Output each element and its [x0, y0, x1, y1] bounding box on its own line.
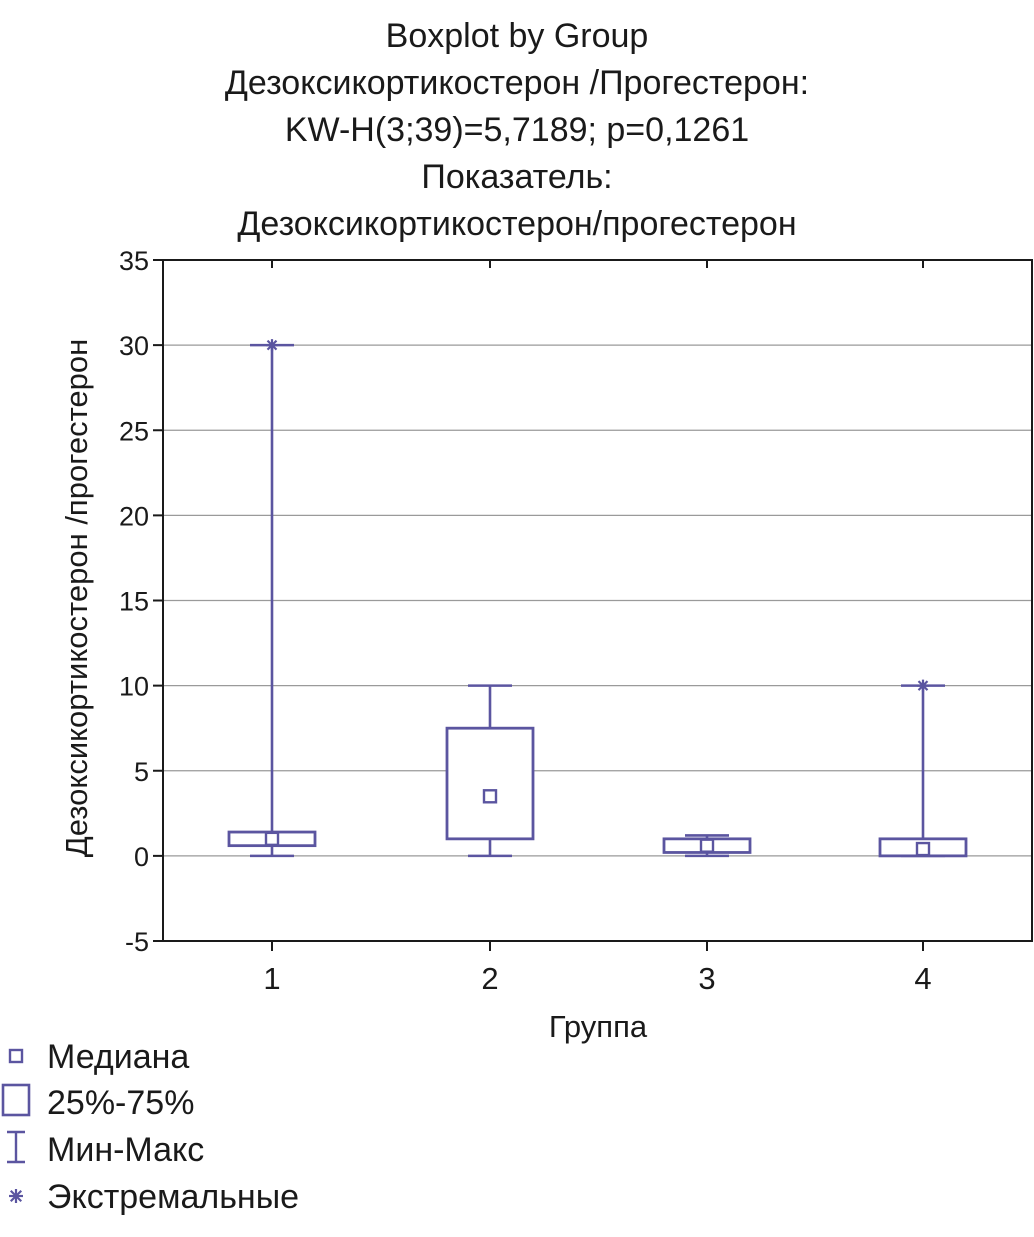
legend-item-median: Медиана: [8, 1038, 189, 1076]
y-tick-label: 30: [119, 331, 149, 361]
title-line: KW-H(3;39)=5,7189; p=0,1261: [285, 111, 749, 149]
legend-item-whisker: Мин-Макс: [7, 1130, 204, 1169]
x-tick-label: 1: [263, 961, 280, 996]
legend-item-box: 25%-75%: [1, 1083, 194, 1122]
legend-label: Медиана: [47, 1038, 189, 1076]
legend-label: Мин-Макс: [47, 1131, 204, 1169]
legend-label: Экстремальные: [47, 1178, 299, 1216]
legend-whisker-icon: [7, 1130, 25, 1164]
legend-extreme-stroke: [9, 1189, 23, 1203]
y-tick-label: -5: [125, 927, 149, 957]
x-axis-ticks: 1 2 3 4: [263, 260, 932, 996]
title-line: Boxplot by Group: [386, 17, 649, 55]
boxplot-group-4: [878, 679, 968, 858]
legend-extreme-icon: [9, 1189, 23, 1203]
boxplot-group-3: [662, 834, 752, 858]
boxplots: [227, 339, 968, 858]
title-line: Показатель:: [421, 158, 612, 196]
legend: Медиана 25%-75% Мин-Макс Экстремальные: [1, 1038, 299, 1216]
y-tick-label: 25: [119, 416, 149, 446]
legend-box-icon: [1, 1083, 31, 1117]
title-line: Дезоксикортикостерон /Прогестерон:: [225, 64, 809, 102]
y-tick-label: 5: [134, 757, 149, 787]
extreme-marker: [266, 339, 278, 352]
legend-label: 25%-75%: [47, 1084, 194, 1122]
median-marker: [482, 789, 498, 804]
y-axis-label: Дезоксикортикостерон /прогестерон: [59, 339, 94, 858]
y-tick-label: 35: [119, 246, 149, 276]
legend-item-extreme: Экстремальные: [9, 1178, 299, 1216]
extreme-stroke: [266, 339, 278, 351]
x-axis-label: Группа: [549, 1009, 648, 1044]
y-tick-label: 15: [119, 587, 149, 617]
median-marker: [264, 831, 280, 847]
median-marker: [699, 838, 715, 853]
x-tick-label: 4: [914, 961, 931, 996]
x-tick-label: 2: [481, 961, 498, 996]
x-tick-label: 3: [698, 961, 715, 996]
title-line: Дезоксикортикостерон/прогестерон: [237, 205, 796, 243]
y-axis-ticks: 35 30 25 20 15 10 5 0 -5: [119, 246, 163, 957]
median-marker: [915, 841, 931, 857]
grid-lines: [163, 344, 1032, 857]
extreme-marker: [917, 679, 929, 692]
y-tick-label: 20: [119, 501, 149, 531]
y-tick-label: 0: [134, 842, 149, 872]
box-iqr: [445, 726, 535, 841]
chart-title: Boxplot by Group Дезоксикортикостерон /Пр…: [225, 17, 809, 243]
legend-median-icon: [8, 1048, 24, 1064]
y-tick-label: 10: [119, 672, 149, 702]
boxplot-group-1: [227, 339, 317, 858]
extreme-stroke: [917, 680, 929, 691]
boxplot-group-2: [445, 684, 535, 858]
